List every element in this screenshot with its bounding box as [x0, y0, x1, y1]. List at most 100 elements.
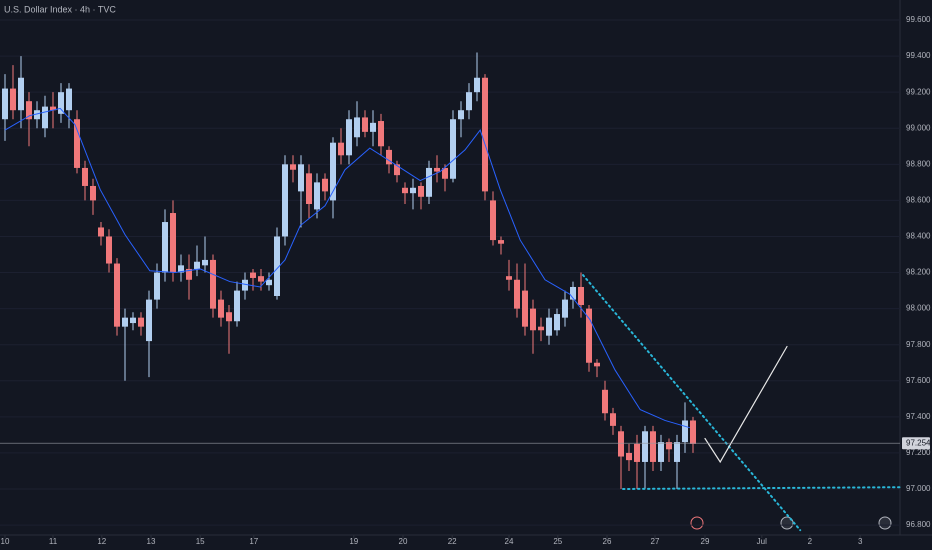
candle-body	[482, 77, 488, 192]
candle-body	[178, 265, 184, 273]
candle-body	[538, 326, 544, 331]
candle-body	[338, 142, 344, 156]
y-tick-label: 97.000	[906, 484, 931, 493]
y-tick-label: 98.000	[906, 304, 931, 313]
candle-body	[354, 117, 360, 138]
x-tick-label: 27	[651, 537, 660, 546]
x-tick-label: 12	[97, 537, 106, 546]
y-tick-label: 98.600	[906, 196, 931, 205]
y-tick-label: 99.400	[906, 51, 931, 60]
candle-body	[290, 164, 296, 170]
candle-body	[690, 420, 696, 444]
current-price-label: 97.254	[906, 438, 931, 447]
candle-body	[194, 261, 200, 269]
candle-body	[298, 164, 304, 192]
y-tick-label: 97.600	[906, 376, 931, 385]
candle-body	[546, 317, 552, 336]
y-tick-label: 99.600	[906, 15, 931, 24]
candle-body	[258, 276, 264, 282]
x-tick-label: 29	[701, 537, 710, 546]
candle-body	[306, 173, 312, 205]
candle-body	[434, 167, 440, 172]
candle-body	[170, 213, 176, 273]
candle-body	[642, 431, 648, 462]
candle-body	[370, 122, 376, 132]
candle-body	[274, 236, 280, 296]
candle-body	[82, 167, 88, 186]
candle-body	[226, 312, 232, 322]
candle-body	[594, 362, 600, 367]
candle-body	[330, 142, 336, 201]
candle-body	[610, 413, 616, 426]
candle-body	[450, 119, 456, 179]
y-tick-label: 99.200	[906, 87, 931, 96]
x-tick-label: 20	[399, 537, 408, 546]
candle-body	[506, 276, 512, 280]
candle-body	[66, 88, 72, 111]
candle-body	[522, 290, 528, 327]
y-tick-label: 97.200	[906, 448, 931, 457]
candle-body	[218, 299, 224, 318]
candle-body	[146, 299, 152, 342]
candle-body	[466, 92, 472, 111]
candle-body	[50, 106, 56, 111]
x-tick-label: 15	[196, 537, 205, 546]
candle-body	[490, 200, 496, 241]
candle-body	[106, 236, 112, 264]
y-tick-label: 97.400	[906, 412, 931, 421]
candle-body	[562, 299, 568, 318]
candle-body	[394, 164, 400, 176]
candle-body	[266, 279, 272, 286]
event-icon	[690, 516, 704, 530]
y-tick-label: 98.200	[906, 268, 931, 277]
candle-body	[402, 187, 408, 194]
candle-body	[18, 77, 24, 111]
candle-body	[426, 167, 432, 197]
candle-body	[530, 308, 536, 331]
candle-body	[186, 268, 192, 280]
y-tick-label: 98.400	[906, 232, 931, 241]
candle-body	[154, 272, 160, 300]
y-tick-label: 97.800	[906, 340, 931, 349]
moving-average-line	[4, 107, 690, 429]
candle-body	[314, 182, 320, 210]
candle-body	[74, 119, 80, 168]
candle-body	[674, 442, 680, 462]
candle-body	[138, 317, 144, 327]
candle-body	[474, 77, 480, 93]
x-tick-label: 2	[808, 537, 813, 546]
candle-body	[362, 117, 368, 132]
candle-body	[242, 279, 248, 291]
x-tick-label: 26	[603, 537, 612, 546]
candle-body	[386, 149, 392, 165]
x-tick-label: 3	[858, 537, 863, 546]
current-price-box	[902, 437, 930, 450]
candle-body	[418, 185, 424, 197]
candle-body	[42, 106, 48, 129]
candle-body	[122, 317, 128, 327]
candle-body	[498, 240, 504, 244]
candle-body	[162, 222, 168, 273]
x-tick-label: 25	[553, 537, 562, 546]
candle-body	[514, 279, 520, 309]
candle-body	[682, 420, 688, 443]
candle-body	[410, 187, 416, 194]
candle-body	[250, 272, 256, 278]
candle-body	[634, 443, 640, 462]
y-tick-label: 96.800	[906, 520, 931, 529]
candle-body	[578, 286, 584, 306]
candle-body	[666, 442, 672, 450]
y-tick-label: 98.800	[906, 159, 931, 168]
candle-body	[26, 101, 32, 120]
candle-body	[658, 442, 664, 462]
x-tick-label: 22	[448, 537, 457, 546]
candle-body	[90, 185, 96, 201]
candle-body	[234, 290, 240, 322]
x-tick-label: 13	[147, 537, 156, 546]
candle-body	[322, 178, 328, 192]
x-tick-label: 24	[505, 537, 514, 546]
x-tick-label: 17	[249, 537, 258, 546]
event-icon	[878, 516, 892, 530]
